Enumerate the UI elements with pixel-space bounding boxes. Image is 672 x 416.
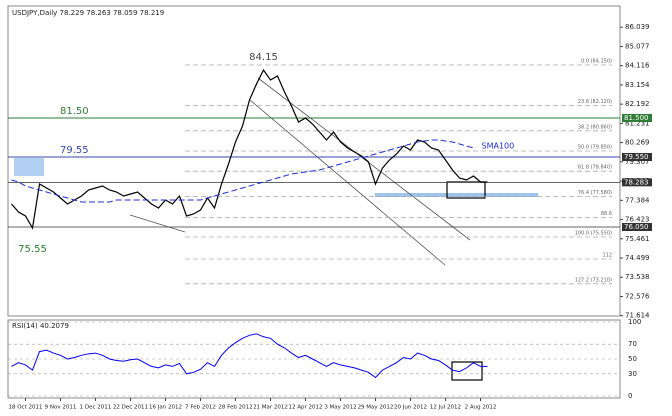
y-tick-label: 75.461 — [625, 235, 650, 243]
fib-label: 76.4 (77.580) — [578, 190, 612, 196]
x-tick-label: 7 Feb 2012 — [185, 405, 216, 411]
x-tick-label: 1 Dec 2011 — [80, 405, 112, 411]
x-tick-label: 18 Oct 2011 — [8, 405, 42, 411]
x-tick-label: 2 Aug 2012 — [465, 405, 497, 411]
fib-label: 100.0 (75.550) — [575, 231, 612, 237]
y-tick-label: 82.192 — [625, 100, 650, 108]
price-line — [11, 68, 488, 230]
x-tick-label: 12 Apr 2012 — [288, 405, 322, 411]
fib-label: 0.0 (84.150) — [581, 59, 612, 65]
x-tick-label: 21 Mar 2012 — [253, 405, 288, 411]
annotation: 75.55 — [18, 244, 47, 255]
level-label: 79.55 — [60, 145, 89, 156]
level-label: 81.50 — [60, 106, 89, 117]
fib-label: 38.2 (80.860) — [578, 124, 612, 130]
rsi-tick-label: 0 — [628, 392, 632, 400]
rsi-tick-label: 30 — [628, 370, 637, 378]
channel-line — [257, 77, 471, 241]
y-tick-label: 72.576 — [625, 292, 650, 300]
y-tick-label: 76.423 — [625, 216, 650, 224]
annotation: 84.15 — [249, 52, 278, 63]
fib-label: 127.2 (73.210) — [575, 277, 612, 283]
x-tick-label: 20 Jun 2012 — [394, 405, 427, 411]
price-marker — [622, 178, 652, 187]
rsi-tick-label: 50 — [628, 355, 637, 363]
highlight-bar — [375, 193, 538, 197]
y-tick-label: 80.269 — [625, 139, 650, 147]
sma-label: SMA100 — [482, 142, 515, 151]
y-tick-label: 86.039 — [625, 23, 650, 31]
x-tick-label: 22 Dec 2011 — [113, 405, 148, 411]
y-tick-label: 79.307 — [625, 158, 650, 166]
rsi-tick-label: 100 — [628, 318, 641, 326]
focus-box — [451, 361, 483, 381]
x-tick-label: 3 May 2012 — [324, 405, 356, 411]
trend-line — [129, 214, 186, 233]
x-tick-label: 9 Nov 2011 — [45, 405, 77, 411]
fib-label: 23.6 (82.120) — [578, 99, 612, 105]
rsi-title: RSI(14) 40.2079 — [12, 322, 69, 330]
y-tick-label: 73.538 — [625, 273, 650, 281]
price-panel — [7, 5, 621, 317]
sma-line — [11, 139, 474, 203]
chart-title: USDJPY,Daily 78.229 78.263 78.059 78.219 — [12, 9, 164, 17]
price-marker-label: 76.050 — [624, 223, 649, 231]
y-tick-label: 81.231 — [625, 119, 650, 127]
y-tick-label: 84.116 — [625, 62, 650, 70]
y-tick-label: 74.499 — [625, 254, 650, 262]
fib-label: 61.8 (78.840) — [578, 165, 612, 171]
price-marker-label: 79.550 — [624, 153, 649, 161]
x-tick-label: 16 Jan 2012 — [149, 405, 182, 411]
y-tick-label: 77.384 — [625, 196, 650, 204]
x-tick-label: 28 Feb 2012 — [218, 405, 252, 411]
y-tick-label: 85.077 — [625, 42, 650, 50]
y-tick-label: 71.614 — [625, 312, 650, 320]
price-marker — [622, 153, 652, 161]
fib-label: 112 — [602, 253, 612, 259]
x-tick-label: 12 Jul 2012 — [430, 405, 461, 411]
highlight-box — [14, 158, 44, 176]
price-marker-label: 81.500 — [624, 114, 649, 122]
price-marker-label: 78.283 — [624, 178, 649, 186]
y-tick-label: 83.154 — [625, 81, 650, 89]
price-marker — [622, 114, 652, 122]
rsi-line — [11, 333, 488, 379]
price-marker — [622, 223, 652, 231]
fib-label: 88.6 — [601, 211, 612, 217]
x-tick-label: 29 May 2012 — [358, 405, 394, 411]
rsi-tick-label: 70 — [628, 340, 637, 348]
fib-label: 50.0 (79.850) — [578, 145, 612, 151]
